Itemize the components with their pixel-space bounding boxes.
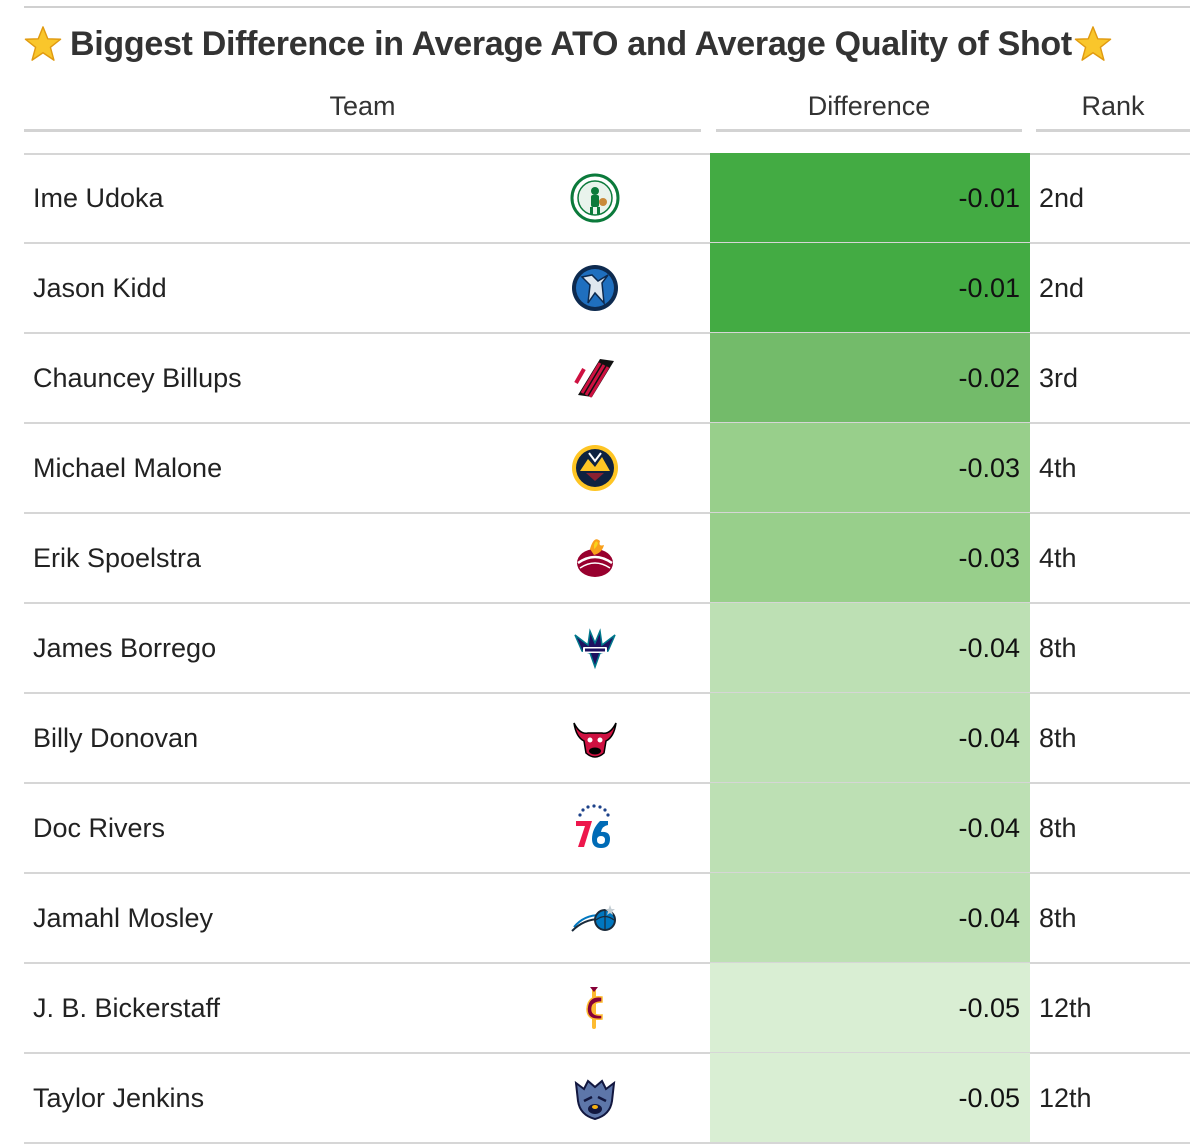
row-separator bbox=[24, 512, 1190, 514]
table-row[interactable]: Jason Kidd -0.01 2nd bbox=[24, 243, 1190, 333]
row-separator bbox=[24, 962, 1190, 964]
row-separator bbox=[24, 1052, 1190, 1054]
difference-value: -0.03 bbox=[958, 542, 1020, 573]
difference-cell: -0.01 bbox=[710, 153, 1030, 243]
coach-name: James Borrego bbox=[33, 632, 217, 663]
bulls-logo bbox=[573, 722, 617, 758]
row-separator bbox=[24, 692, 1190, 694]
table-row[interactable]: Jamahl Mosley -0.04 8th bbox=[24, 873, 1190, 963]
difference-cell: -0.03 bbox=[710, 513, 1030, 603]
difference-value: -0.05 bbox=[958, 992, 1020, 1023]
trail-blazers-logo bbox=[574, 357, 616, 399]
celtics-logo bbox=[570, 173, 620, 223]
rank-value: 12th bbox=[1039, 992, 1092, 1023]
difference-cell: -0.01 bbox=[710, 243, 1030, 333]
difference-cell: -0.04 bbox=[710, 603, 1030, 693]
table-row[interactable]: James Borrego -0.04 8th bbox=[24, 603, 1190, 693]
table-row[interactable]: Doc Rivers -0.04 8th bbox=[24, 783, 1190, 873]
grizzlies-logo bbox=[574, 1079, 616, 1121]
row-separator bbox=[24, 242, 1190, 244]
top-rule bbox=[24, 6, 1190, 8]
magic-logo bbox=[571, 905, 616, 932]
difference-value: -0.04 bbox=[958, 722, 1020, 753]
difference-value: -0.04 bbox=[958, 902, 1020, 933]
difference-value: -0.01 bbox=[958, 182, 1020, 213]
coach-name: Taylor Jenkins bbox=[33, 1082, 205, 1113]
coach-name: Jason Kidd bbox=[33, 272, 167, 303]
coach-name: Chauncey Billups bbox=[33, 362, 242, 393]
row-separator bbox=[24, 782, 1190, 784]
rank-value: 8th bbox=[1039, 722, 1077, 753]
coach-name: Billy Donovan bbox=[33, 722, 199, 753]
table-title-bar: Biggest Difference in Average ATO and Av… bbox=[24, 20, 1196, 68]
row-separator bbox=[24, 872, 1190, 874]
difference-cell: -0.04 bbox=[710, 873, 1030, 963]
difference-cell: -0.05 bbox=[710, 963, 1030, 1053]
row-separator bbox=[24, 332, 1190, 334]
header-underline bbox=[716, 129, 1022, 132]
row-separator bbox=[24, 1142, 1190, 1144]
header-underline bbox=[24, 129, 701, 132]
table-row[interactable]: Billy Donovan -0.04 8th bbox=[24, 693, 1190, 783]
column-header-rank[interactable]: Rank bbox=[1081, 90, 1145, 121]
difference-cell: -0.02 bbox=[710, 333, 1030, 423]
coach-name: Ime Udoka bbox=[33, 182, 164, 213]
row-separator bbox=[24, 153, 1190, 155]
nuggets-logo bbox=[572, 445, 618, 491]
table-row[interactable]: Erik Spoelstra -0.03 4th bbox=[24, 513, 1190, 603]
table-title: Biggest Difference in Average ATO and Av… bbox=[70, 24, 1072, 63]
difference-value: -0.01 bbox=[958, 272, 1020, 303]
table-row[interactable]: Chauncey Billups -0.02 3rd bbox=[24, 333, 1190, 423]
difference-value: -0.05 bbox=[958, 1082, 1020, 1113]
coach-name: J. B. Bickerstaff bbox=[33, 992, 221, 1023]
table-row[interactable]: Michael Malone -0.03 4th bbox=[24, 423, 1190, 513]
difference-value: -0.04 bbox=[958, 632, 1020, 663]
difference-cell: -0.05 bbox=[710, 1053, 1030, 1143]
table-row[interactable]: Taylor Jenkins -0.05 12th bbox=[24, 1053, 1190, 1143]
rank-value: 2nd bbox=[1039, 272, 1085, 303]
rank-value: 2nd bbox=[1039, 182, 1085, 213]
rank-value: 8th bbox=[1039, 812, 1077, 843]
difference-cell: -0.04 bbox=[710, 693, 1030, 783]
cavaliers-logo bbox=[586, 987, 603, 1029]
difference-value: -0.02 bbox=[958, 362, 1020, 393]
star-icon bbox=[24, 26, 62, 61]
difference-cell: -0.04 bbox=[710, 783, 1030, 873]
row-separator bbox=[24, 602, 1190, 604]
mavericks-logo bbox=[572, 265, 618, 311]
column-header-difference[interactable]: Difference bbox=[807, 90, 931, 121]
column-header-team[interactable]: Team bbox=[329, 90, 396, 121]
difference-cell: -0.03 bbox=[710, 423, 1030, 513]
row-separator bbox=[24, 422, 1190, 424]
coach-name: Michael Malone bbox=[33, 452, 223, 483]
star-icon bbox=[1074, 26, 1112, 61]
rank-value: 8th bbox=[1039, 632, 1077, 663]
table-row[interactable]: Ime Udoka -0.01 2nd bbox=[24, 153, 1190, 243]
difference-value: -0.03 bbox=[958, 452, 1020, 483]
hornets-logo bbox=[574, 628, 616, 670]
table-row[interactable]: J. B. Bickerstaff -0.05 12th bbox=[24, 963, 1190, 1053]
heat-logo bbox=[577, 539, 613, 577]
rank-value: 4th bbox=[1039, 542, 1077, 573]
76ers-logo bbox=[576, 804, 610, 848]
rank-value: 4th bbox=[1039, 452, 1077, 483]
coach-name: Jamahl Mosley bbox=[33, 902, 214, 933]
coach-name: Erik Spoelstra bbox=[33, 542, 202, 573]
difference-value: -0.04 bbox=[958, 812, 1020, 843]
rank-value: 8th bbox=[1039, 902, 1077, 933]
rank-value: 12th bbox=[1039, 1082, 1092, 1113]
coach-name: Doc Rivers bbox=[33, 812, 166, 843]
header-underline bbox=[1036, 129, 1190, 132]
rank-value: 3rd bbox=[1039, 362, 1079, 393]
